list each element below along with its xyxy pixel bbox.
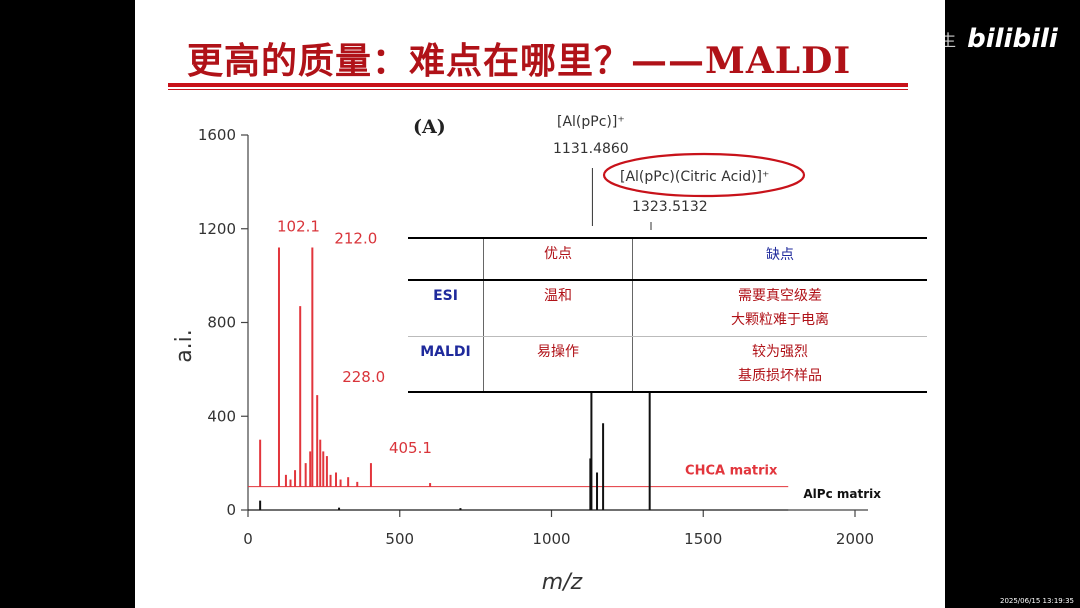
- y-tick-label: 1600: [198, 126, 236, 144]
- peak-value-label: 405.1: [389, 439, 432, 457]
- slide: 更高的质量：难点在哪里？——MALDI 0 400 800 1200 1600 0 500…: [135, 0, 945, 608]
- annotation-ion: [Al(pPc)(Citric Acid)]⁺: [620, 169, 769, 185]
- y-axis-label: a.i.: [172, 329, 197, 363]
- table-header-pros: 优点: [483, 237, 633, 281]
- esi-con-item: 需要真空级差: [738, 288, 822, 304]
- y-tick-label: 0: [226, 501, 236, 519]
- row-label-maldi: MALDI: [408, 336, 484, 393]
- annotation-mass: 1131.4860: [553, 141, 629, 157]
- x-tick-label: 1500: [684, 530, 722, 548]
- series-label-alpc: AlPc matrix: [803, 487, 881, 501]
- esi-con-item: 大颗粒难于电离: [731, 312, 829, 328]
- mass-spectrum-chart: 0 400 800 1200 1600 0 500 1000 1500 2000 a.i. m/…: [172, 114, 881, 595]
- table-header-empty: [408, 237, 484, 281]
- series-label-chca: CHCA matrix: [685, 464, 778, 479]
- row-label-esi: ESI: [408, 280, 484, 337]
- annotation-mass: 1323.5132: [632, 199, 708, 215]
- annotation-ion: [Al(pPc)]⁺: [557, 114, 625, 130]
- comparison-table: 优点 缺点 ESI 温和 需要真空级差 大颗粒难于电离 MALDI 易操作: [408, 237, 927, 393]
- y-tick-label: 800: [207, 314, 236, 332]
- x-tick-label: 1000: [532, 530, 570, 548]
- highlight-circle: [602, 152, 806, 198]
- screenshot-timestamp: 2025/06/15 13:19:35: [999, 597, 1074, 605]
- table-row: MALDI 易操作 较为强烈 基质损坏样品: [408, 336, 927, 393]
- slide-title: 更高的质量：难点在哪里？——MALDI: [187, 40, 852, 82]
- peak-value-label: 212.0: [334, 230, 377, 248]
- table-header-cons: 缺点: [632, 237, 927, 281]
- x-tick-label: 2000: [836, 530, 874, 548]
- video-watermark: 逞舟安生 bilibili: [892, 24, 1058, 54]
- bilibili-logo: bilibili: [967, 24, 1058, 54]
- panel-label: (A): [413, 116, 446, 138]
- x-tick-label: 0: [243, 530, 253, 548]
- maldi-pros: 易操作: [483, 336, 633, 393]
- x-axis-label: m/z: [542, 570, 583, 595]
- maldi-pro-item: 易操作: [537, 344, 579, 360]
- title-underline: [168, 83, 908, 87]
- peak-value-label: 102.1: [277, 218, 320, 236]
- x-tick-label: 500: [385, 530, 414, 548]
- peak-value-label: 228.0: [342, 368, 385, 386]
- title-underline-thin: [168, 89, 908, 90]
- watermark-username: 逞舟安生: [892, 31, 957, 50]
- maldi-con-item: 较为强烈: [752, 344, 808, 360]
- esi-cons: 需要真空级差 大颗粒难于电离: [632, 280, 927, 337]
- maldi-con-item: 基质损坏样品: [738, 368, 822, 384]
- y-tick-label: 400: [207, 407, 236, 425]
- y-tick-label: 1200: [198, 220, 236, 238]
- esi-pro-item: 温和: [544, 288, 572, 304]
- esi-pros: 温和: [483, 280, 633, 337]
- maldi-cons: 较为强烈 基质损坏样品: [632, 336, 927, 393]
- table-row: ESI 温和 需要真空级差 大颗粒难于电离: [408, 280, 927, 337]
